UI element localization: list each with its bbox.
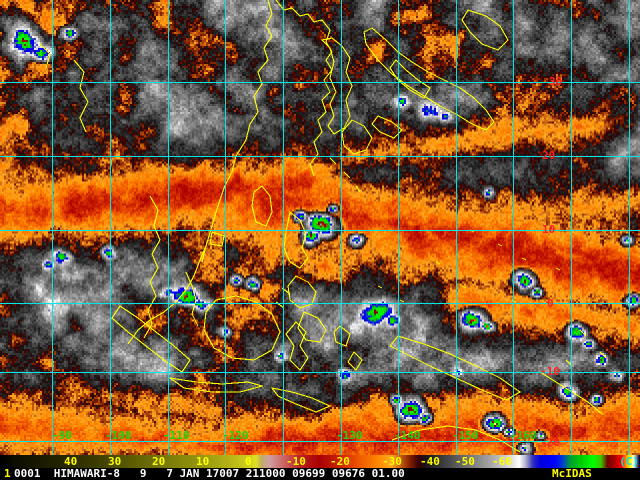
colorbar-tick-4: 0 [245,455,252,468]
colorbar-tick-9: -50 [455,455,475,468]
latitude-label-2: 10 [542,223,556,236]
longitude-label-1: -100 [105,429,132,442]
colorbar-gradient [0,455,640,468]
latitude-label-3: 0 [547,297,554,310]
latitude-label-1: 20 [542,149,556,162]
longitude-label-6: -150 [452,429,479,442]
longitude-label-0: -90 [52,429,72,442]
mcidas-brand: McIDAS [552,467,592,480]
colorbar-tick-1: 30 [108,455,122,468]
colorbar-tick-2: 20 [152,455,166,468]
colorbar-tick-3: 10 [196,455,210,468]
satellite-image-panel[interactable]: -90 -100 -110 -120 -130 -140 -150 -160 30 20 10 0 -1… [0,0,640,455]
colorbar-unit-label: (C) [619,455,639,468]
temperature-colorbar[interactable]: 40 30 20 10 0 -10 -20 -30 -40 -50 -60 (C) [0,455,640,468]
latitude-label-4: -10 [540,365,560,378]
status-bar: 1 0001 HIMAWARI-8 9 7 JAN 17007 211000 0… [0,468,640,480]
latitude-label-0: 30 [549,75,563,88]
colorbar-tick-7: -30 [382,455,402,468]
longitude-label-2: -110 [163,429,190,442]
colorbar-tick-8: -40 [420,455,440,468]
latitude-label-5: -20 [540,436,560,449]
longitude-label-5: -140 [394,429,421,442]
longitude-label-4: -130 [336,429,363,442]
longitude-label-3: -120 [222,429,249,442]
longitude-label-7: -160 [510,429,537,442]
colorbar-tick-5: -10 [286,455,306,468]
frame-number: 1 [4,467,11,480]
colorbar-tick-0: 40 [64,455,78,468]
status-fields: 0001 HIMAWARI-8 9 7 JAN 17007 211000 096… [14,467,405,480]
colorbar-tick-6: -20 [330,455,350,468]
colorbar-tick-10: -60 [492,455,512,468]
